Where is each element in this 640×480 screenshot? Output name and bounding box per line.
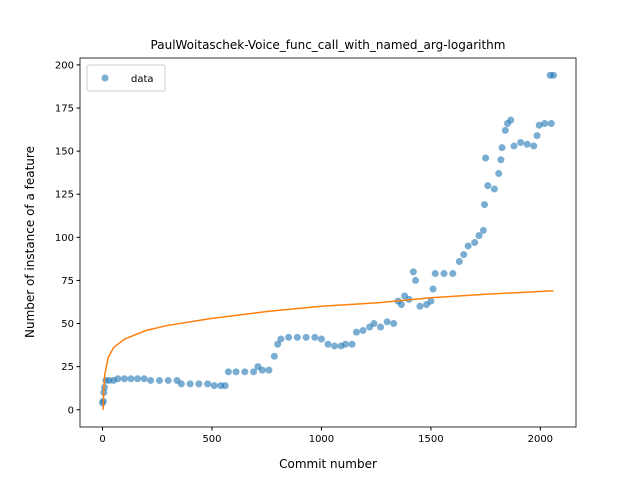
data-point	[195, 380, 203, 388]
data-point	[490, 185, 498, 193]
data-point	[285, 333, 293, 341]
data-point	[530, 142, 538, 150]
data-point	[114, 375, 122, 383]
data-point	[164, 376, 172, 384]
y-tick-label: 0	[68, 405, 74, 416]
data-point	[359, 326, 367, 334]
data-point	[352, 328, 360, 336]
data-point	[464, 242, 472, 250]
data-point	[479, 226, 487, 234]
data-point	[258, 366, 266, 374]
data-point	[140, 375, 148, 383]
data-point	[541, 120, 549, 128]
x-tick-label: 1000	[309, 434, 334, 445]
data-point	[449, 270, 457, 278]
data-point	[455, 257, 463, 265]
y-tick-label: 200	[55, 60, 74, 71]
data-point	[523, 140, 531, 148]
y-axis-label: Number of instance of a feature	[23, 146, 37, 338]
chart-title: PaulWoitaschek-Voice_func_call_with_name…	[151, 38, 506, 52]
data-point	[331, 342, 339, 350]
data-point	[177, 380, 185, 388]
x-tick-label: 1500	[418, 434, 443, 445]
data-point	[224, 368, 232, 376]
x-tick-label: 0	[99, 434, 105, 445]
y-tick-label: 125	[55, 190, 74, 201]
data-point	[440, 270, 448, 278]
data-point	[429, 285, 437, 293]
data-point	[293, 333, 301, 341]
y-tick-label: 25	[61, 362, 74, 373]
data-point	[498, 144, 506, 152]
data-point	[475, 232, 483, 240]
data-point	[127, 375, 135, 383]
data-point	[390, 320, 398, 328]
data-point	[497, 156, 505, 164]
plot-frame	[79, 57, 577, 428]
data-point	[204, 380, 212, 388]
data-point	[481, 201, 489, 209]
x-tick-label: 500	[202, 434, 221, 445]
legend-box	[86, 64, 166, 92]
data-point	[533, 132, 541, 140]
data-point	[484, 182, 492, 190]
data-point	[416, 302, 424, 310]
data-point	[155, 376, 163, 384]
data-point	[495, 170, 503, 178]
fit-line	[102, 290, 554, 410]
legend-marker	[101, 74, 109, 82]
x-tick-label: 2000	[528, 434, 553, 445]
data-point	[324, 340, 332, 348]
data-point	[270, 352, 278, 360]
data-point	[377, 323, 385, 331]
data-point	[232, 368, 240, 376]
x-axis-label: Commit number	[279, 457, 377, 471]
data-point	[549, 71, 557, 79]
data-point	[370, 320, 378, 328]
data-point	[342, 340, 350, 348]
data-point	[302, 333, 310, 341]
data-point	[186, 380, 194, 388]
y-tick-label: 100	[55, 233, 74, 244]
data-point	[274, 340, 282, 348]
data-point	[482, 154, 490, 162]
data-point	[241, 368, 249, 376]
data-point	[120, 375, 128, 383]
legend-label: data	[131, 74, 154, 85]
y-tick-label: 150	[55, 147, 74, 158]
data-point	[250, 368, 258, 376]
data-point	[535, 121, 543, 129]
data-point	[501, 126, 509, 134]
data-point	[409, 268, 417, 276]
data-point	[471, 239, 479, 246]
y-tick-label: 50	[61, 319, 74, 330]
data-point	[412, 276, 420, 284]
data-point	[507, 116, 515, 124]
data-point	[265, 366, 273, 374]
data-point	[547, 120, 555, 128]
data-point	[147, 376, 155, 384]
data-point	[517, 138, 525, 146]
data-point	[221, 382, 229, 390]
data-point	[431, 270, 439, 278]
y-tick-label: 175	[55, 104, 74, 115]
data-point	[460, 251, 468, 259]
data-point	[510, 142, 518, 150]
data-point	[317, 335, 325, 343]
data-point	[383, 318, 391, 326]
data-point	[277, 335, 285, 343]
data-point	[210, 382, 218, 390]
y-tick-label: 75	[61, 276, 74, 287]
data-point	[311, 333, 319, 341]
data-point	[134, 375, 142, 383]
data-point	[397, 301, 405, 309]
data-point	[427, 297, 435, 305]
data-point	[348, 340, 356, 348]
